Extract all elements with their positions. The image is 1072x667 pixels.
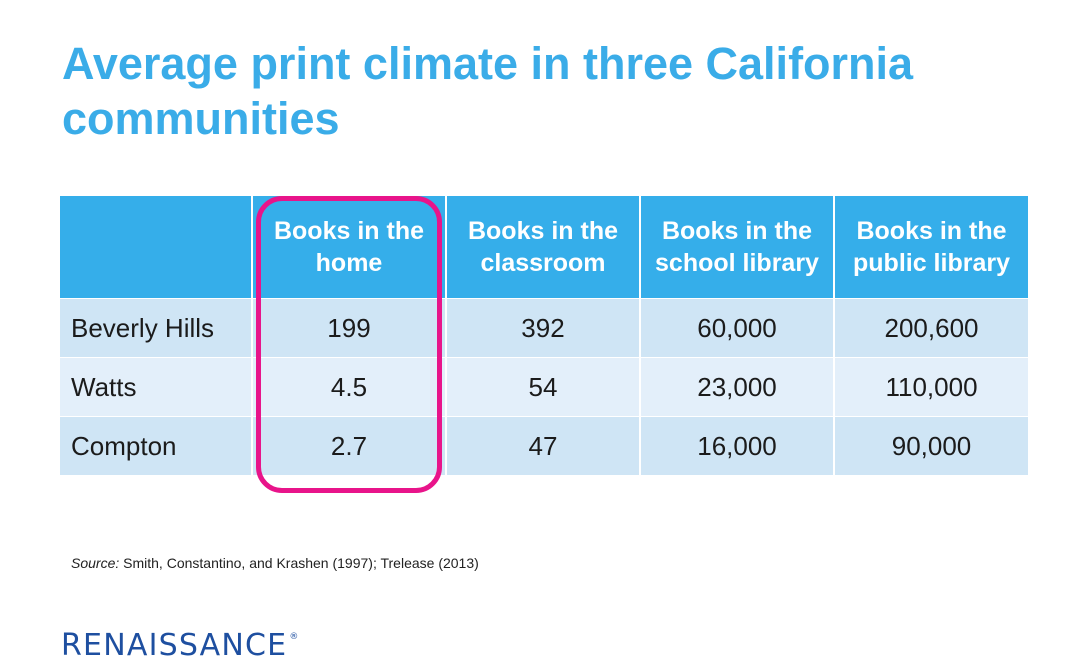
header-cell-empty bbox=[60, 196, 251, 298]
source-note: Source: Smith, Constantino, and Krashen … bbox=[71, 555, 479, 571]
row-label-watts: Watts bbox=[60, 358, 251, 416]
page-title: Average print climate in three Californi… bbox=[62, 38, 914, 144]
table-cell: 110,000 bbox=[835, 358, 1028, 416]
data-table: Books in the home Books in the classroom… bbox=[60, 196, 1028, 475]
table-cell: 60,000 bbox=[641, 299, 833, 357]
table-cell: 16,000 bbox=[641, 417, 833, 475]
source-text: Smith, Constantino, and Krashen (1997); … bbox=[123, 555, 479, 571]
renaissance-logo: RENAISSANCE ® bbox=[61, 628, 300, 663]
table-cell: 23,000 bbox=[641, 358, 833, 416]
table-cell: 47 bbox=[447, 417, 639, 475]
table-cell: 392 bbox=[447, 299, 639, 357]
row-label-beverly-hills: Beverly Hills bbox=[60, 299, 251, 357]
registered-mark: ® bbox=[289, 632, 300, 642]
table-cell: 199 bbox=[253, 299, 445, 357]
header-books-in-public-library: Books in the public library bbox=[835, 196, 1028, 298]
header-books-in-classroom: Books in the classroom bbox=[447, 196, 639, 298]
source-label: Source: bbox=[71, 555, 120, 571]
table-cell: 2.7 bbox=[253, 417, 445, 475]
table-cell: 54 bbox=[447, 358, 639, 416]
header-books-in-home: Books in the home bbox=[253, 196, 445, 298]
table-cell: 90,000 bbox=[835, 417, 1028, 475]
table-cell: 200,600 bbox=[835, 299, 1028, 357]
table-cell: 4.5 bbox=[253, 358, 445, 416]
row-label-compton: Compton bbox=[60, 417, 251, 475]
logo-text: RENAISSANCE bbox=[61, 628, 288, 663]
header-books-in-school-library: Books in the school library bbox=[641, 196, 833, 298]
